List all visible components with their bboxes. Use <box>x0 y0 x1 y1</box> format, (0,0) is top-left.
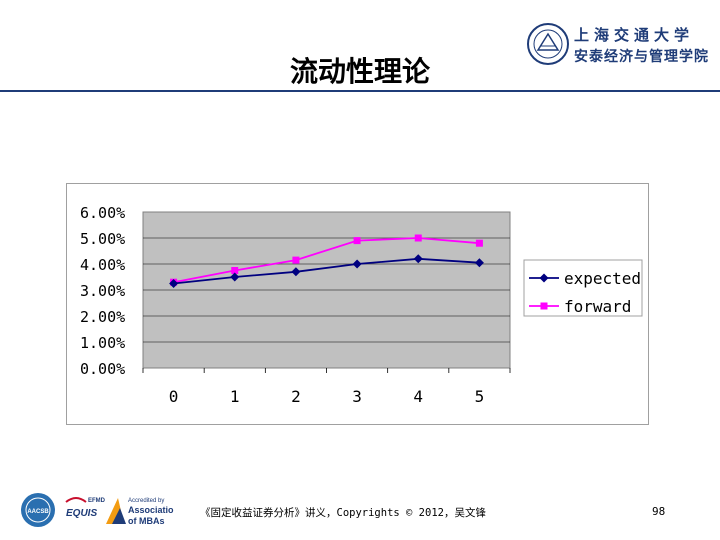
aacsb-label: AACSB <box>27 509 49 515</box>
equis-logo-icon: EFMD EQUIS <box>65 497 106 519</box>
y-tick-label: 6.00% <box>80 204 125 222</box>
school-name: 安泰经济与管理学院 <box>574 49 709 65</box>
chart-frame: 6.00% 5.00% 4.00% 3.00% 2.00% 1.00% 0.00% 0 1 2 3… <box>66 183 649 425</box>
y-tick-label: 4.00% <box>80 256 125 274</box>
series-line-forward <box>173 237 480 284</box>
legend: expected forward <box>523 259 643 317</box>
amba-badge: Accredited by Association of MBAs <box>104 492 179 528</box>
line-chart: 6.00% 5.00% 4.00% 3.00% 2.00% 1.00% 0.00% 0 1 2 3… <box>80 204 643 406</box>
data-point-expected <box>352 259 362 269</box>
x-tick-label: 0 <box>169 387 179 406</box>
amba-line3: of MBAs <box>128 516 165 526</box>
legend-label-expected: expected <box>564 269 641 288</box>
y-tick-labels: 6.00% 5.00% 4.00% 3.00% 2.00% 1.00% 0.00% <box>80 204 125 378</box>
y-tick-label: 3.00% <box>80 282 125 300</box>
equis-label: EQUIS <box>66 508 97 519</box>
y-tick-label: 0.00% <box>80 360 125 378</box>
data-point-forward <box>414 234 422 242</box>
data-point-expected <box>474 258 484 268</box>
data-point-forward <box>353 237 361 245</box>
y-tick-label: 5.00% <box>80 230 125 248</box>
data-point-forward <box>292 256 300 264</box>
amba-line2: Association <box>128 505 174 515</box>
x-tick-labels: 0 1 2 3 4 5 <box>169 387 484 406</box>
x-tick-label: 1 <box>230 387 240 406</box>
university-logo: 上海交通大学 安泰经济与管理学院 <box>526 22 716 70</box>
y-tick-label: 2.00% <box>80 308 125 326</box>
slide-title: 流动性理论 <box>289 55 430 88</box>
legend-marker-forward <box>540 302 548 310</box>
university-seal-icon <box>527 23 569 65</box>
equis-badge: EFMD EQUIS <box>62 492 106 528</box>
data-point-forward <box>475 239 483 247</box>
data-point-expected <box>230 272 240 282</box>
aacsb-badge: AACSB <box>20 492 56 528</box>
x-tick-label: 2 <box>291 387 301 406</box>
data-point-expected <box>169 279 179 288</box>
amba-line1: Accredited by <box>128 498 164 504</box>
grid-lines <box>142 237 511 373</box>
footer-copyright: 《固定收益证券分析》讲义，Copyrights © 2012，吴文锋 <box>200 507 486 519</box>
header-divider <box>0 90 720 92</box>
y-tick-label: 1.00% <box>80 334 125 352</box>
legend-marker-expected <box>539 273 549 283</box>
data-point-forward <box>231 267 239 274</box>
legend-label-forward: forward <box>564 297 631 316</box>
amba-logo-icon: Accredited by Association of MBAs <box>106 498 179 526</box>
x-tick-label: 5 <box>475 387 485 406</box>
series-line-expected <box>173 257 480 285</box>
x-tick-label: 4 <box>413 387 423 406</box>
university-name: 上海交通大学 <box>574 26 695 44</box>
x-tick-label: 3 <box>352 387 362 406</box>
aacsb-logo-icon: AACSB <box>21 493 55 527</box>
page-number: 98 <box>652 505 666 518</box>
data-point-expected <box>291 267 301 277</box>
equis-top-label: EFMD <box>88 498 106 504</box>
